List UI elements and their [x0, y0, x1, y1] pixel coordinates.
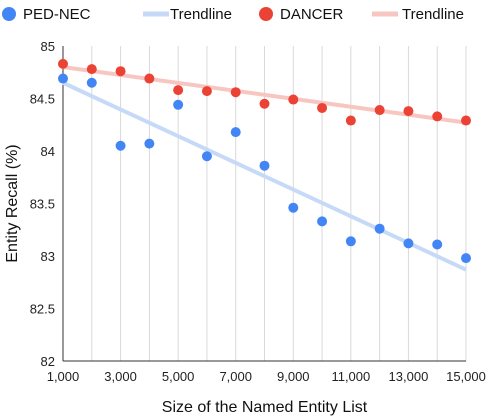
data-point-dancer [144, 73, 155, 84]
y-tick-label: 83.5 [30, 197, 55, 212]
x-tick-label: 7,000 [219, 369, 252, 384]
data-point-dancer [259, 98, 270, 109]
data-point-dancer [230, 87, 241, 98]
y-tick-label: 82.5 [30, 302, 55, 317]
trendline-ped-nec [62, 80, 467, 272]
data-point-ped-nec [201, 151, 212, 162]
data-point-dancer [461, 115, 471, 126]
axes [62, 46, 466, 362]
data-point-dancer [374, 105, 385, 116]
data-point-ped-nec [374, 223, 385, 234]
data-point-dancer [173, 85, 184, 96]
legend-marker-trendline-ped-nec [143, 11, 169, 17]
tick-labels: 1,000 3,000 5,000 7,000 9,000 11,000 13,000 15,… [30, 39, 486, 384]
x-tick-label: 13,000 [389, 369, 429, 384]
legend-label-trendline-ped-nec: Trendline [170, 6, 232, 23]
trendlines [62, 65, 467, 272]
data-point-dancer [432, 111, 443, 122]
data-point-ped-nec [173, 99, 184, 110]
x-tick-label: 3,000 [104, 369, 137, 384]
data-point-dancer [58, 58, 68, 69]
data-point-ped-nec [345, 236, 356, 247]
y-tick-label: 83 [41, 249, 55, 264]
data-point-dancer [86, 64, 97, 75]
data-point-ped-nec [317, 216, 328, 227]
data-point-dancer [345, 115, 356, 126]
data-point-dancer [201, 86, 212, 97]
data-point-ped-nec [58, 73, 68, 84]
grid-lines [62, 46, 467, 361]
x-tick-label: 9,000 [277, 369, 310, 384]
data-point-ped-nec [144, 138, 155, 149]
data-point-ped-nec [86, 77, 97, 88]
data-point-dancer [403, 106, 414, 117]
legend-label-trendline-dancer: Trendline [402, 6, 464, 23]
x-tick-label: 1,000 [47, 369, 80, 384]
data-point-dancer [115, 66, 126, 77]
y-tick-label: 82 [41, 354, 55, 369]
x-axis-title: Size of the Named Entity List [162, 399, 368, 416]
legend-label-dancer: DANCER [280, 6, 344, 23]
data-point-ped-nec [259, 160, 270, 171]
data-point-ped-nec [461, 253, 471, 264]
legend-marker-dancer [259, 7, 273, 21]
y-tick-label: 84.5 [30, 92, 55, 107]
data-point-ped-nec [403, 238, 414, 249]
data-points [58, 58, 471, 264]
data-point-dancer [288, 94, 299, 105]
y-tick-label: 85 [41, 39, 55, 54]
data-point-ped-nec [432, 239, 443, 250]
y-axis-title: Entity Recall (%) [4, 144, 21, 262]
data-point-dancer [317, 102, 328, 113]
legend-marker-ped-nec [2, 7, 16, 21]
data-point-ped-nec [115, 140, 126, 151]
x-tick-label: 11,000 [331, 369, 370, 384]
x-tick-label: 5,000 [162, 369, 195, 384]
data-point-ped-nec [288, 202, 299, 213]
trendline-dancer [62, 65, 467, 125]
data-point-ped-nec [230, 127, 241, 138]
legend-label-ped-nec: PED-NEC [23, 6, 91, 23]
y-tick-label: 84 [41, 144, 55, 159]
legend: PED-NEC Trendline DANCER Trendline [2, 6, 464, 23]
x-tick-label: 15,000 [446, 369, 486, 384]
legend-marker-trendline-dancer [372, 11, 398, 17]
